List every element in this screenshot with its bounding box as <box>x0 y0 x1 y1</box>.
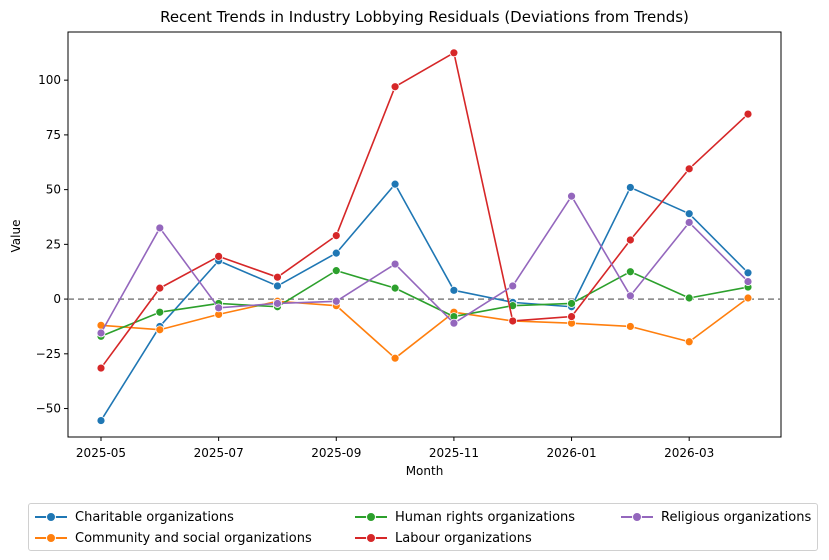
legend-label: Community and social organizations <box>75 530 312 546</box>
y-tick-label: 100 <box>38 73 61 87</box>
y-tick-label: 50 <box>46 183 61 197</box>
legend-label: Labour organizations <box>395 530 532 546</box>
x-tick-label: 2025-07 <box>194 446 244 460</box>
data-point <box>155 307 165 317</box>
data-point <box>567 299 576 308</box>
legend-item: Labour organizations <box>355 528 532 548</box>
legend-item: Charitable organizations <box>35 507 234 527</box>
data-point <box>331 296 341 306</box>
data-point <box>390 259 400 269</box>
data-point <box>390 179 400 189</box>
legend-item: Community and social organizations <box>35 528 312 548</box>
series-2 <box>96 266 753 341</box>
data-point <box>155 223 165 233</box>
data-point <box>625 267 635 277</box>
series-line <box>100 297 749 359</box>
data-point <box>743 277 753 286</box>
legend-label: Religious organizations <box>661 509 812 525</box>
data-point <box>390 353 400 363</box>
data-point <box>684 218 694 227</box>
data-point <box>214 303 224 313</box>
legend-label: Charitable organizations <box>75 509 234 525</box>
legend-item: Human rights organizations <box>355 507 575 527</box>
series-line <box>100 183 749 422</box>
y-tick-label: −25 <box>36 347 61 361</box>
data-point <box>96 416 106 425</box>
y-tick-label: 75 <box>46 128 61 142</box>
legend-label: Human rights organizations <box>395 509 576 525</box>
legend-swatch <box>35 532 67 544</box>
series-3 <box>96 48 753 373</box>
x-axis-label: Month <box>405 464 444 478</box>
data-point <box>273 281 282 291</box>
plot-area <box>67 31 782 438</box>
legend-swatch <box>355 532 387 544</box>
x-tick-label: 2026-03 <box>664 446 714 460</box>
legend-item: Religious organizations <box>621 507 811 527</box>
data-point <box>214 251 224 261</box>
y-tick-label: 25 <box>46 237 61 251</box>
x-tick-label: 2025-11 <box>429 446 479 460</box>
data-point <box>155 325 165 335</box>
data-point <box>508 316 518 326</box>
chart-title: Recent Trends in Industry Lobbying Resid… <box>160 8 689 26</box>
data-point <box>684 209 694 219</box>
data-point <box>743 109 753 119</box>
data-point <box>96 363 106 373</box>
data-point <box>625 322 635 331</box>
y-tick-label: −50 <box>36 402 61 416</box>
y-tick-label: 0 <box>53 292 61 306</box>
data-point <box>743 293 753 303</box>
series-line <box>100 269 749 338</box>
data-point <box>449 318 459 328</box>
data-point <box>390 82 400 92</box>
data-point <box>96 328 106 338</box>
x-tick-label: 2025-05 <box>76 446 126 460</box>
data-point <box>508 281 518 291</box>
data-point <box>743 268 753 278</box>
legend-swatch <box>35 511 67 523</box>
series-1 <box>96 293 753 363</box>
data-point <box>684 293 694 303</box>
x-tick-label: 2026-01 <box>546 446 596 460</box>
series-line <box>100 51 749 369</box>
series-4 <box>96 191 753 338</box>
data-point <box>390 283 400 293</box>
legend-swatch <box>355 511 387 523</box>
data-point <box>567 312 576 321</box>
data-point <box>449 48 459 58</box>
data-point <box>155 283 165 293</box>
data-point <box>625 235 635 245</box>
data-point <box>567 191 576 201</box>
legend-swatch <box>621 511 653 523</box>
data-point <box>331 248 341 258</box>
data-point <box>684 164 694 174</box>
data-point <box>449 285 459 295</box>
y-axis-label: Value <box>9 219 23 253</box>
data-point <box>684 337 694 347</box>
data-point <box>331 231 341 240</box>
x-tick-label: 2025-09 <box>311 446 361 460</box>
series-line <box>100 195 749 334</box>
data-point <box>625 183 635 192</box>
data-point <box>625 291 635 301</box>
data-point <box>273 299 282 308</box>
data-point <box>273 272 282 282</box>
data-point <box>331 266 341 276</box>
legend: Charitable organizations Community and so… <box>28 503 818 551</box>
